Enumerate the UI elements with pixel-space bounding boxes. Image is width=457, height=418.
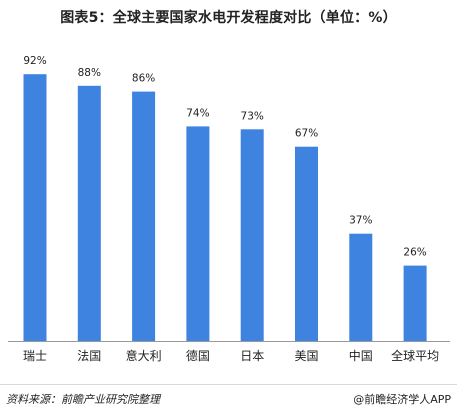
data-label-1: 88%	[78, 67, 101, 79]
data-label-3: 74%	[186, 107, 209, 119]
category-label-3: 德国	[186, 348, 210, 363]
footer-divider	[0, 384, 457, 385]
bar-1	[77, 85, 101, 341]
bar-0	[23, 74, 47, 341]
bar-7	[403, 265, 427, 341]
category-label-4: 日本	[240, 349, 264, 363]
data-label-6: 37%	[349, 215, 372, 227]
category-label-6: 中国	[349, 348, 373, 363]
bar-3	[186, 126, 210, 342]
category-label-7: 全球平均	[391, 348, 439, 363]
category-label-0: 瑞士	[23, 349, 47, 363]
data-label-7: 26%	[403, 247, 426, 259]
chart-title: 图表5：全球主要国家水电开发程度对比（单位：%）	[60, 10, 397, 26]
data-label-5: 67%	[295, 128, 318, 140]
brand-text: @前瞻经济学人APP	[353, 393, 451, 406]
category-label-1: 法国	[77, 349, 101, 363]
bar-4	[240, 129, 264, 341]
bar-2	[132, 91, 156, 341]
data-label-4: 73%	[241, 110, 264, 122]
category-label-2: 意大利	[126, 348, 162, 363]
bar-5	[295, 146, 318, 341]
data-label-2: 86%	[132, 73, 155, 85]
brand-credit: @前瞻经济学人APP	[353, 391, 451, 407]
bar-6	[349, 233, 373, 341]
source-note: 资料来源：前瞻产业研究院整理	[6, 393, 160, 406]
data-label-0: 92%	[23, 55, 46, 67]
category-label-5: 美国	[294, 349, 318, 363]
